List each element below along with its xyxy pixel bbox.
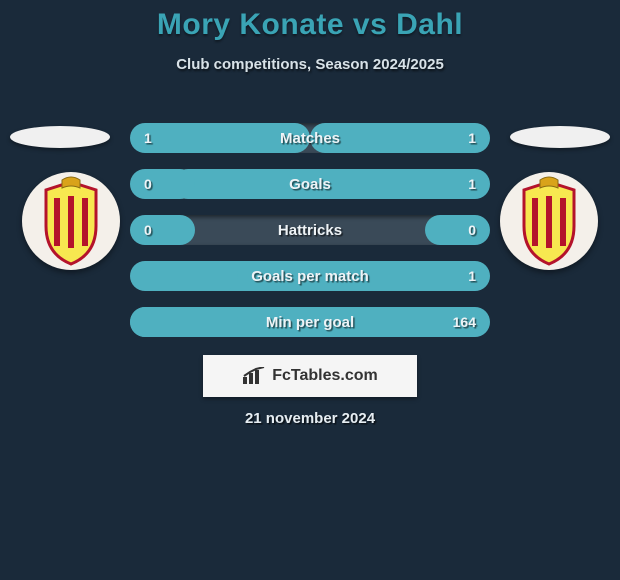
stat-value-right: 164 — [453, 307, 476, 337]
stat-value-left: 0 — [144, 169, 152, 199]
brand-text: FcTables.com — [272, 367, 378, 385]
stat-fill-right — [173, 169, 490, 199]
stat-fill-left — [130, 215, 195, 245]
brand-badge: FcTables.com — [203, 355, 417, 397]
page-title: Mory Konate vs Dahl — [0, 0, 620, 42]
stat-row: 1 Goals per match — [130, 261, 490, 291]
stat-fill-left — [130, 261, 238, 291]
club-crest-right-icon — [500, 172, 598, 270]
stat-fill-left — [130, 123, 310, 153]
bar-chart-icon — [242, 367, 266, 385]
stat-row: 0 0 Hattricks — [130, 215, 490, 245]
stat-value-right: 1 — [468, 169, 476, 199]
club-crest-left-icon — [22, 172, 120, 270]
page-subtitle: Club competitions, Season 2024/2025 — [0, 56, 620, 73]
stat-bars: 1 1 Matches 0 1 Goals 0 0 Hattricks 1 — [130, 123, 490, 353]
stat-row: 164 Min per goal — [130, 307, 490, 337]
player-slot-right-icon — [510, 126, 610, 148]
stat-value-right: 1 — [468, 261, 476, 291]
stat-row: 0 1 Goals — [130, 169, 490, 199]
stat-fill-right — [425, 215, 490, 245]
stat-row: 1 1 Matches — [130, 123, 490, 153]
stat-value-left: 0 — [144, 215, 152, 245]
stat-value-right: 1 — [468, 123, 476, 153]
stat-value-left: 1 — [144, 123, 152, 153]
player-slot-left-icon — [10, 126, 110, 148]
stat-value-right: 0 — [468, 215, 476, 245]
date-label: 21 november 2024 — [0, 410, 620, 427]
comparison-card: Mory Konate vs Dahl Club competitions, S… — [0, 0, 620, 73]
stat-fill-left — [130, 307, 238, 337]
stat-fill-left — [130, 169, 195, 199]
stat-fill-right — [310, 123, 490, 153]
